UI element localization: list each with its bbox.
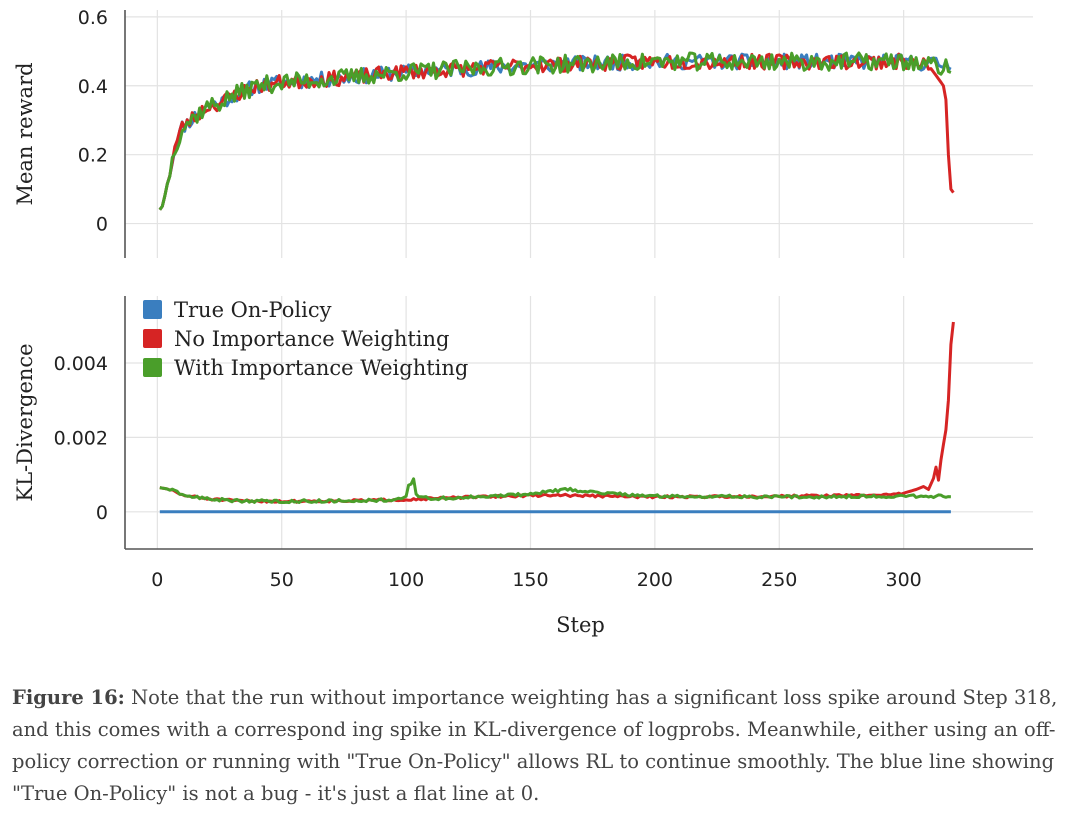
x-tick-label: 50: [270, 569, 294, 591]
kl-panel: 0 50 100 150 200 250 300 0 0.002 0.004 KL-Divergen…: [13, 296, 1033, 591]
x-tick-label: 250: [761, 569, 797, 591]
caption-text: Note that the run without importance wei…: [12, 686, 1058, 805]
caption-label: Figure 16:: [12, 686, 125, 709]
legend-label: True On-Policy: [174, 298, 332, 322]
x-axis-label: Step: [556, 613, 605, 637]
x-tick-label: 0: [151, 569, 163, 591]
figure-caption: Figure 16: Note that the run without imp…: [12, 682, 1074, 810]
legend-label: With Importance Weighting: [174, 356, 468, 380]
series-line-no-importance-weighting: [158, 52, 955, 211]
legend: True On-Policy No Importance Weighting Wit…: [143, 298, 468, 380]
x-tick-label: 150: [512, 569, 548, 591]
legend-swatch: [143, 329, 162, 348]
legend-label: No Importance Weighting: [174, 327, 449, 351]
series-line-with-importance-weighting: [159, 477, 951, 505]
y-axis-label: Mean reward: [13, 62, 37, 205]
reward-panel: 0 0.2 0.4 0.6 Mean reward: [13, 7, 1033, 258]
legend-swatch: [143, 358, 162, 377]
series-line-with-importance-weighting: [158, 51, 952, 211]
y-tick-label: 0: [96, 214, 108, 236]
figure: 0 0.2 0.4 0.6 Mean reward 0 50 100 150 200 250 300…: [13, 7, 1033, 637]
y-tick-label: 0.6: [78, 7, 108, 29]
y-tick-label: 0.002: [54, 427, 108, 449]
y-tick-label: 0.004: [54, 353, 108, 375]
x-tick-label: 300: [886, 569, 922, 591]
y-tick-label: 0: [96, 502, 108, 524]
y-axis-label: KL-Divergence: [13, 343, 37, 501]
legend-swatch: [143, 300, 162, 319]
y-tick-label: 0.4: [78, 76, 108, 98]
x-tick-label: 100: [388, 569, 424, 591]
x-tick-label: 200: [637, 569, 673, 591]
y-tick-label: 0.2: [78, 145, 108, 167]
